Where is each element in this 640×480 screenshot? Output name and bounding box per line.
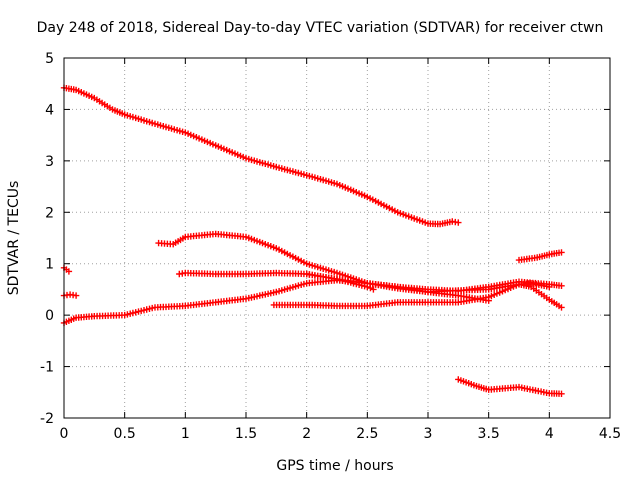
y-tick-label: 0 (45, 308, 54, 324)
series-track-1 (60, 84, 462, 228)
x-tick-label: 2.5 (356, 426, 378, 442)
y-tick-label: -1 (40, 360, 54, 376)
y-tick-label: 1 (45, 257, 54, 273)
x-tick-label: 0 (60, 426, 69, 442)
y-tick-label: 4 (45, 102, 54, 118)
x-tick-label: 3.5 (478, 426, 500, 442)
y-tick-label: 2 (45, 205, 54, 221)
chart-title: Day 248 of 2018, Sidereal Day-to-day VTE… (37, 20, 604, 36)
y-tick-label: 5 (45, 51, 54, 67)
grid (64, 58, 610, 418)
x-tick-label: 1.5 (235, 426, 257, 442)
x-tick-label: 2 (302, 426, 311, 442)
y-axis-label: SDTVAR / TECUs (6, 181, 22, 296)
series-track-6 (303, 270, 377, 293)
tick-labels: 0 0.5 1 1.5 2 2.5 3 3.5 4 4.5 -2 -1 0 1 2 3 4 5 (40, 51, 621, 442)
y-tick-label: 3 (45, 154, 54, 170)
data-series (60, 84, 565, 397)
plot-border (63, 57, 611, 419)
x-tick-label: 4 (545, 426, 554, 442)
series-track-8 (455, 376, 565, 397)
x-tick-label: 4.5 (599, 426, 621, 442)
series-track-5 (270, 280, 553, 310)
axis-ticks (63, 57, 611, 419)
series-track-9 (60, 264, 73, 275)
x-tick-label: 1 (181, 426, 190, 442)
y-tick-label: -2 (40, 411, 54, 427)
series-track-7 (515, 249, 565, 264)
x-tick-label: 3 (424, 426, 433, 442)
x-tick-label: 0.5 (114, 426, 136, 442)
x-axis-label: GPS time / hours (276, 458, 393, 474)
